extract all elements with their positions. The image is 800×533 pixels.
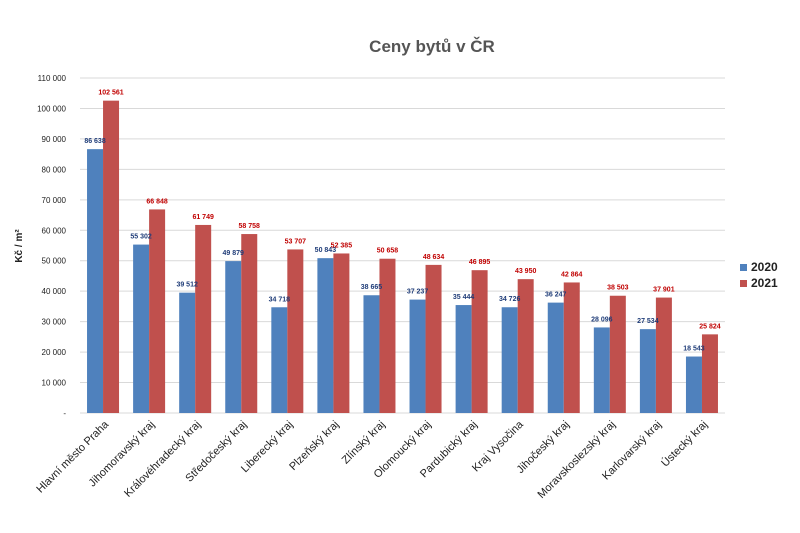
x-tick-label: Královéhradecký kraj: [122, 419, 203, 500]
bar-2021: [701, 334, 718, 413]
data-label-2020: 55 302: [130, 234, 152, 241]
data-label-2020: 18 543: [683, 346, 705, 353]
data-label-2021: 66 848: [146, 198, 168, 205]
y-tick-label: 30 000: [42, 318, 67, 327]
bar-2020: [593, 327, 610, 413]
y-axis-label: Kč / m²: [14, 229, 25, 263]
data-label-2021: 50 658: [377, 248, 399, 255]
bar-2020: [547, 302, 564, 413]
bar-2021: [517, 279, 534, 413]
data-label-2021: 37 901: [653, 287, 675, 294]
data-label-2020: 49 879: [223, 250, 245, 257]
x-tick-label: Zlínský kraj: [340, 419, 388, 467]
data-label-2021: 102 561: [98, 90, 123, 97]
x-tick-label: Plzeňský kraj: [287, 419, 341, 473]
data-label-2021: 42 864: [561, 271, 583, 278]
bar-2020: [409, 299, 426, 413]
data-label-2020: 28 096: [591, 316, 613, 323]
bar-2021: [103, 100, 120, 413]
y-tick-label: 70 000: [42, 196, 67, 205]
bar-2021: [425, 264, 442, 413]
y-tick-label: 100 000: [37, 104, 66, 113]
data-label-2020: 34 718: [269, 296, 291, 303]
legend-swatch-2021: [740, 280, 747, 287]
bars: [87, 100, 718, 414]
data-label-2020: 34 726: [499, 296, 521, 303]
y-tick-label: 40 000: [42, 287, 67, 296]
legend-label-2021: 2021: [751, 276, 778, 290]
data-label-2021: 58 758: [239, 223, 261, 230]
bar-2020: [317, 258, 334, 413]
bar-2020: [225, 261, 242, 413]
data-label-2020: 39 512: [176, 282, 198, 289]
data-label-2020: 38 665: [361, 284, 383, 291]
data-labels: 86 638 102 561 55 302 66 848 39 512 61 749 49 …: [84, 90, 720, 353]
data-label-2020: 86 638: [84, 138, 106, 145]
bar-2020: [133, 244, 150, 413]
bar-2020: [179, 292, 196, 413]
legend: 2020 2021: [740, 260, 778, 290]
data-label-2021: 38 503: [607, 285, 629, 292]
x-tick-label: Ústecký kraj: [659, 418, 711, 470]
y-tick-label: 20 000: [42, 348, 67, 357]
bar-2021: [471, 270, 488, 413]
y-tick-label: -: [63, 409, 66, 418]
x-tick-label: Moravskoslezský kraj: [536, 419, 618, 501]
bar-2021: [333, 253, 350, 413]
data-label-2021: 61 749: [192, 214, 214, 221]
legend-swatch-2020: [740, 264, 747, 271]
bar-2021: [379, 258, 396, 413]
legend-label-2020: 2020: [751, 260, 778, 274]
bar-2020: [87, 149, 104, 414]
data-label-2021: 48 634: [423, 254, 445, 261]
data-label-2021: 25 824: [699, 323, 721, 330]
bar-2020: [455, 305, 472, 413]
data-label-2020: 36 247: [545, 292, 567, 299]
bar-2020: [363, 295, 380, 413]
chart-title: Ceny bytů v ČR: [369, 37, 495, 56]
data-label-2021: 43 950: [515, 268, 537, 275]
y-tick-label: 60 000: [42, 226, 67, 235]
y-tick-label: 80 000: [42, 165, 67, 174]
bar-2021: [609, 295, 626, 413]
gridlines: [80, 77, 725, 414]
data-label-2020: 27 534: [637, 318, 659, 325]
bar-2020: [271, 307, 288, 413]
bar-2021: [655, 297, 672, 413]
y-axis-ticks: - 10 000 20 000 30 000 40 000 50 000 60 000 70 …: [37, 74, 66, 418]
y-tick-label: 110 000: [38, 74, 67, 83]
y-tick-label: 10 000: [42, 379, 67, 388]
y-tick-label: 50 000: [42, 257, 67, 266]
bar-2021: [149, 209, 166, 413]
y-tick-label: 90 000: [42, 135, 67, 144]
bar-2021: [241, 234, 258, 413]
bar-2021: [563, 282, 580, 413]
data-label-2020: 35 444: [453, 294, 475, 301]
data-label-2021: 46 895: [469, 259, 491, 266]
bar-2021: [287, 249, 304, 413]
bar-2021: [195, 224, 212, 413]
data-label-2020: 50 843: [315, 247, 337, 254]
data-label-2021: 52 385: [331, 242, 353, 249]
bar-2020: [501, 307, 518, 413]
bar-2020: [685, 356, 702, 413]
data-label-2020: 37 237: [407, 289, 429, 296]
data-label-2021: 53 707: [285, 238, 307, 245]
bar-2020: [639, 329, 656, 413]
